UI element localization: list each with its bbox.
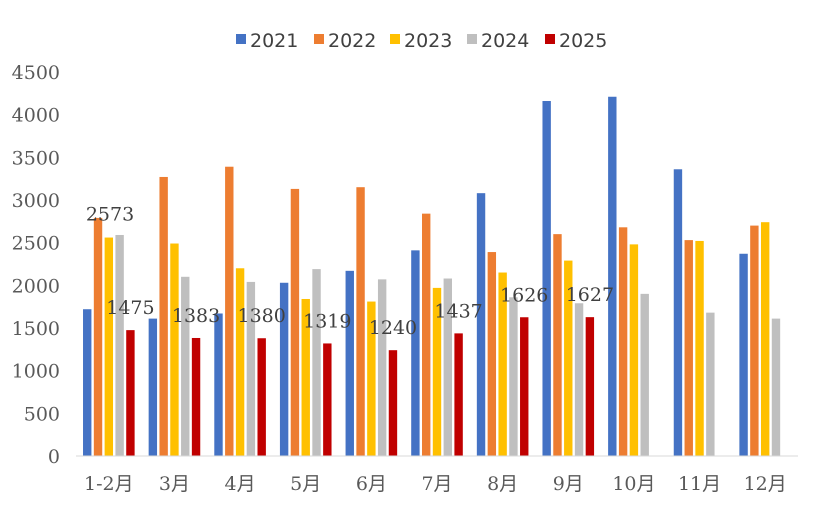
bar-2022 [225,166,234,456]
x-axis: 1-2月 3月 4月 5月 6月 7月 8月 9月 10月 11月 12月 [84,473,787,495]
y-tick-label: 3500 [12,147,60,169]
bar-2021 [476,193,486,457]
data-label: 1627 [566,284,614,306]
y-tick-label: 4000 [12,105,60,127]
data-label: 2573 [86,203,134,225]
bar-2021 [673,169,683,456]
bar-2021 [608,96,617,456]
bar-2022 [290,188,300,456]
bar-2023 [760,222,770,456]
bar-2021 [83,309,92,456]
bar-2022 [422,213,431,456]
bar-2024 [574,303,584,456]
legend-swatch-2023 [390,34,400,44]
bar-2022 [159,176,168,456]
y-axis: 0 500 1000 1500 2000 2500 3000 3500 4000 4500 [12,62,60,468]
bar-2025 [126,330,135,456]
bar-2024 [115,234,124,456]
bar-2024 [706,312,715,456]
bar-2024 [640,293,649,456]
bar-2024 [377,279,387,456]
x-tick-label: 12月 [744,473,787,495]
y-tick-label: 3000 [12,190,60,212]
y-tick-label: 500 [24,403,60,425]
legend-label-2023: 2023 [404,30,452,52]
x-tick-label: 11月 [678,473,721,495]
bar-2023 [695,240,704,456]
legend-label-2024: 2024 [481,30,529,52]
x-tick-label: 5月 [290,473,321,495]
data-label: 1240 [369,317,417,339]
legend-swatch-2022 [314,34,324,44]
bar-2023 [235,268,245,456]
bar-2023 [301,298,310,456]
data-labels: 2573 1475 1383 1380 1319 1240 1437 1626 1627 [86,203,614,339]
data-label: 1437 [434,300,482,322]
legend-swatch-2024 [467,34,477,44]
legend-swatch-2021 [236,34,246,44]
data-label: 1380 [238,305,286,327]
legend: 2021 2022 2023 2024 2025 [236,30,607,52]
legend-label-2021: 2021 [250,30,298,52]
x-tick-label: 1-2月 [84,473,134,495]
bar-2023 [498,272,507,456]
data-label: 1319 [303,310,351,332]
bar-2025 [323,343,332,456]
data-label: 1383 [172,305,220,327]
bar-2021 [411,250,420,456]
bar-2024 [771,318,781,456]
data-label: 1626 [500,284,548,306]
bar-2022 [618,227,628,456]
x-tick-label: 9月 [553,473,584,495]
bar-2022 [487,252,497,456]
y-tick-label: 0 [48,446,60,468]
x-tick-label: 8月 [487,473,518,495]
x-tick-label: 7月 [421,473,452,495]
bar-2024 [443,278,452,456]
bar-2025 [520,317,529,456]
bar-2025 [257,338,266,456]
bar-2021 [345,270,354,456]
bar-2024 [509,297,518,456]
bar-2021 [214,313,223,456]
y-tick-label: 2000 [12,275,60,297]
x-tick-label: 10月 [612,473,655,495]
bar-2025 [454,333,463,456]
bar-2022 [93,217,103,456]
bar-2023 [104,237,114,456]
y-tick-label: 2500 [12,233,60,255]
y-tick-label: 1500 [12,318,60,340]
bar-2023 [367,301,376,456]
legend-swatch-2025 [545,34,555,44]
bar-2021 [148,318,158,456]
bar-2022 [684,240,693,456]
bar-2025 [191,337,201,456]
bar-2024 [312,269,321,456]
y-tick-label: 1000 [12,361,60,383]
y-tick-label: 4500 [12,62,60,84]
bar-2023 [564,260,573,456]
bar-2021 [542,101,551,456]
bar-2024 [181,276,190,456]
bar-2023 [170,243,179,456]
bar-2021 [739,253,748,456]
legend-label-2022: 2022 [328,30,376,52]
bar-2022 [750,225,759,456]
bar-2021 [279,282,289,456]
bar-2023 [432,287,442,456]
bar-2025 [585,317,595,456]
x-tick-label: 3月 [159,473,190,495]
data-label: 1475 [106,297,154,319]
bar-2023 [629,244,639,456]
bar-2022 [553,234,562,456]
x-tick-label: 6月 [356,473,387,495]
bar-2025 [388,350,398,456]
x-tick-label: 4月 [225,473,256,495]
legend-label-2025: 2025 [559,30,607,52]
bar-2022 [356,187,365,456]
bar-2024 [246,281,256,456]
bars [83,96,781,457]
